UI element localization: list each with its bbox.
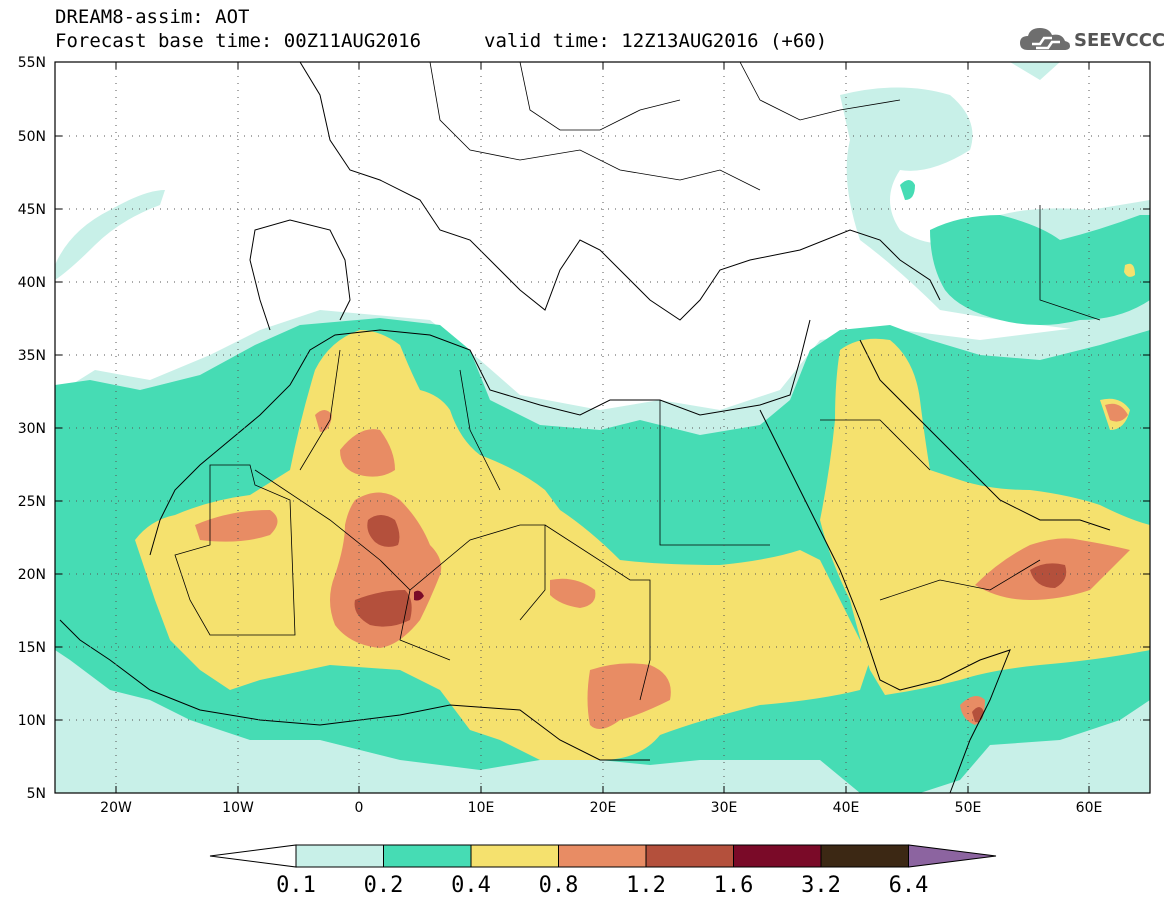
lat-label: 5N	[27, 786, 46, 802]
colorbar	[209, 844, 997, 868]
map-title: DREAM8-assim: AOT	[55, 6, 250, 28]
lat-label: 40N	[18, 275, 46, 291]
aot-level-1.2	[354, 515, 1067, 723]
lon-label: 60E	[1076, 800, 1103, 816]
colorbar-label: 0.4	[451, 873, 491, 898]
colorbar-label: 3.2	[801, 873, 841, 898]
lat-label: 20N	[18, 567, 46, 583]
colorbar-swatch	[470, 844, 559, 868]
colorbar-swatch	[209, 844, 297, 868]
lon-label: 20W	[100, 800, 132, 816]
colorbar-label: 1.6	[714, 873, 754, 898]
colorbar-swatch	[820, 844, 909, 868]
lon-label: 50E	[955, 800, 982, 816]
lat-label: 55N	[18, 55, 46, 71]
grid-lines	[55, 62, 1150, 793]
colorbar-label: 6.4	[889, 873, 929, 898]
forecast-base-time: Forecast base time: 00Z11AUG2016	[55, 30, 422, 52]
lon-label: 30E	[711, 800, 738, 816]
logo-text: SEEVCCC	[1074, 30, 1165, 51]
lon-label: 10E	[468, 800, 495, 816]
lon-label: 10W	[222, 800, 254, 816]
colorbar-labels: 0.1 0.2 0.4 0.8 1.2 1.6 3.2 6.4	[276, 873, 928, 898]
latitude-labels: 55N 50N 45N 40N 35N 30N 25N 20N 15N 10N …	[18, 55, 46, 802]
colorbar-swatch	[383, 844, 472, 868]
coastlines	[59, 62, 1111, 793]
seevccc-logo: SEEVCCC	[1018, 24, 1165, 58]
lat-label: 15N	[18, 640, 46, 656]
lat-label: 25N	[18, 494, 46, 510]
colorbar-swatch	[645, 844, 734, 868]
colorbar-swatch	[295, 844, 384, 868]
colorbar-label: 0.8	[539, 873, 579, 898]
colorbar-swatch	[558, 844, 647, 868]
country-borders	[174, 62, 1101, 701]
lon-label: 20E	[590, 800, 617, 816]
colorbar-label: 0.1	[276, 873, 316, 898]
aot-level-1.6	[414, 590, 424, 601]
colorbar-swatch	[733, 844, 822, 868]
lat-label: 45N	[18, 202, 46, 218]
colorbar-swatch	[908, 844, 997, 868]
cloud-icon	[1020, 28, 1070, 50]
lat-label: 10N	[18, 713, 46, 729]
lon-label: 40E	[833, 800, 860, 816]
lon-label: 0	[355, 800, 364, 816]
lat-label: 50N	[18, 129, 46, 145]
axis-ticks	[55, 61, 1150, 794]
lat-label: 35N	[18, 348, 46, 364]
colorbar-label: 0.2	[364, 873, 404, 898]
aot-field	[55, 62, 1150, 793]
longitude-labels: 20W 10W 0 10E 20E 30E 40E 50E 60E	[100, 800, 1102, 816]
valid-time: valid time: 12Z13AUG2016 (+60)	[484, 30, 828, 52]
lat-label: 30N	[18, 421, 46, 437]
colorbar-label: 1.2	[626, 873, 666, 898]
